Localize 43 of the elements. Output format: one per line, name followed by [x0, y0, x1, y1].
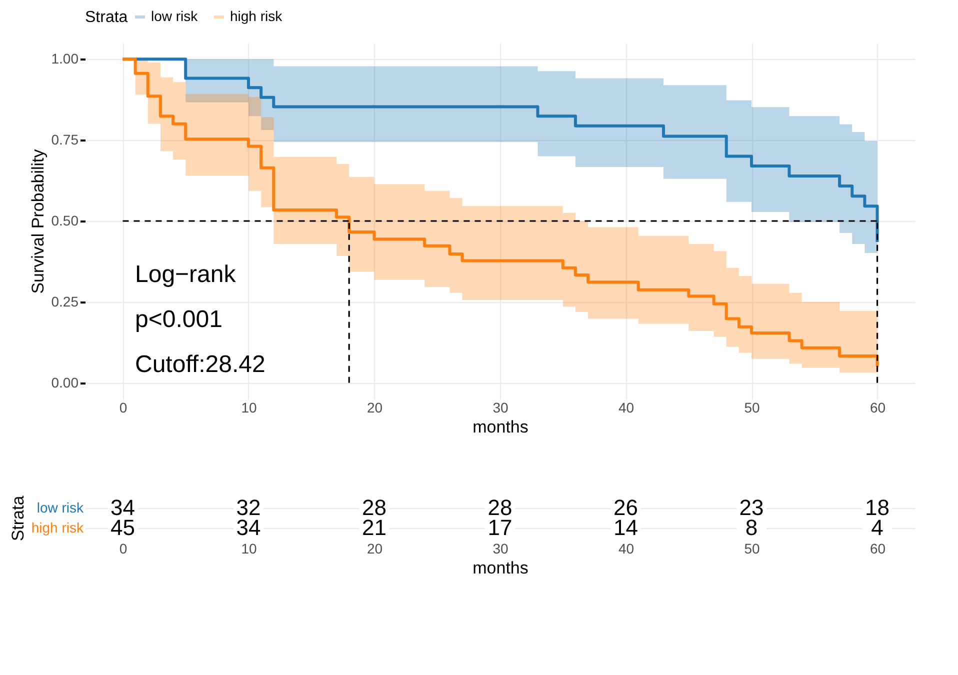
annotation: Cutoff:28.42 [135, 351, 266, 378]
x-axis-title: months [472, 418, 528, 436]
x-tick-label: 30 [492, 540, 508, 556]
x-tick-label: 50 [744, 400, 760, 416]
data-label: 14 [614, 515, 638, 540]
x-tick-label: 20 [366, 540, 383, 556]
x-tick-label: 50 [744, 540, 760, 556]
data-label: 45 [110, 515, 135, 540]
data-label: 21 [362, 515, 386, 540]
x-tick-label: 0 [119, 540, 128, 556]
data-label: 34 [236, 515, 261, 540]
x-tick-label: 20 [366, 400, 383, 416]
y-tick-label: 0.75 [51, 132, 79, 148]
x-tick-label: 60 [870, 400, 886, 416]
y-tick-label: 0.25 [51, 293, 79, 310]
x-tick-label: 10 [241, 540, 257, 556]
annotation: p<0.001 [135, 306, 222, 333]
x-tick-label: 40 [618, 540, 634, 556]
y-tick-label: low risk [36, 500, 84, 516]
data-label: 34 [110, 495, 135, 520]
x-axis-title: months [472, 558, 528, 578]
y-axis-title: Survival Probability [28, 148, 48, 294]
x-tick-label: 10 [241, 400, 257, 416]
data-label: 26 [614, 495, 638, 520]
x-tick-label: 60 [870, 540, 886, 556]
legend-label: low risk [151, 8, 199, 24]
legend-label: high risk [230, 8, 284, 24]
data-label: 17 [488, 515, 512, 540]
y-axis-title: Strata [8, 495, 28, 542]
x-tick-label: 0 [119, 400, 128, 416]
data-label: 28 [362, 495, 386, 520]
data-label: 32 [236, 495, 261, 520]
data-label: 23 [739, 495, 764, 520]
x-tick-label: 30 [492, 400, 508, 416]
y-tick-label: high risk [31, 520, 84, 536]
y-tick-label: 1.00 [51, 50, 79, 67]
annotation: Log−rank [135, 261, 237, 288]
data-label: 28 [488, 495, 512, 520]
y-tick-label: 0.50 [51, 212, 79, 228]
data-label: 18 [865, 495, 890, 520]
y-tick-label: 0.00 [51, 374, 79, 390]
x-tick-label: 40 [618, 400, 634, 416]
legend-title: Strata [85, 9, 128, 26]
